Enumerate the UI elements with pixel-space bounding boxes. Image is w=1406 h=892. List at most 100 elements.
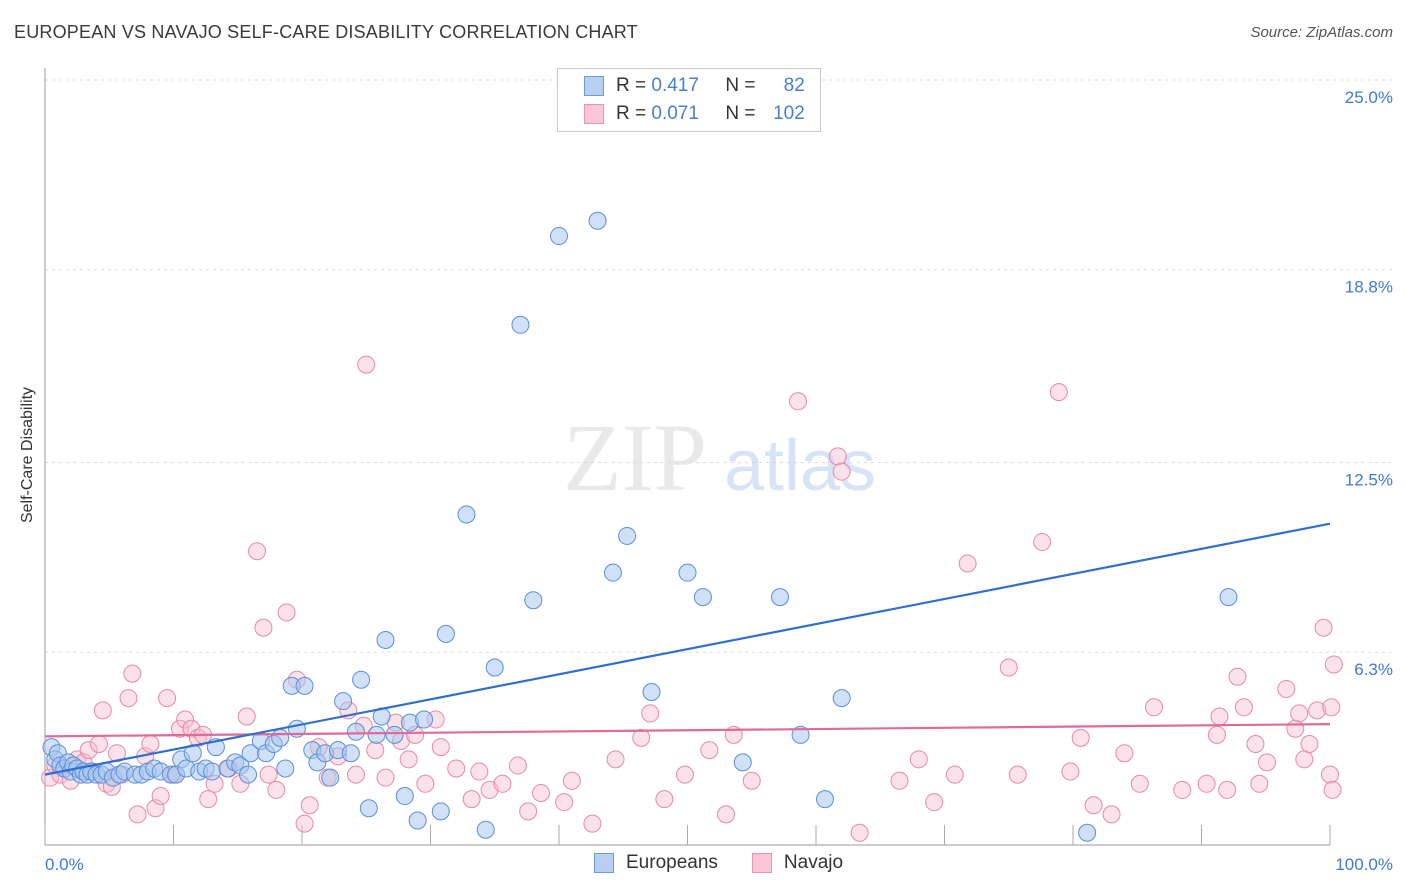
european-point: [618, 526, 637, 545]
series-legend: Europeans Navajo: [594, 852, 877, 874]
r-value: 0.417: [651, 75, 699, 96]
navajo-point: [470, 762, 489, 781]
navajo-point: [1207, 725, 1226, 744]
r-label: R =: [616, 103, 647, 124]
european-point: [341, 744, 360, 763]
x-tick-label-max: 100.0%: [1335, 855, 1393, 874]
navajo-point: [89, 735, 108, 754]
navajo-point: [555, 793, 574, 812]
european-point: [485, 658, 504, 677]
navajo-point: [416, 774, 435, 793]
legend-item-europeans: Europeans: [594, 852, 718, 874]
navajo-point: [583, 814, 602, 833]
navajo-trend-line: [44, 723, 1331, 738]
navajo-point: [828, 447, 847, 466]
european-point: [203, 762, 222, 781]
navajo-point: [945, 765, 964, 784]
trend-lines: [44, 522, 1331, 776]
navajo-point: [675, 765, 694, 784]
navajo-point: [357, 355, 376, 374]
european-point: [346, 722, 365, 741]
navajo-point: [1308, 701, 1327, 720]
navajo-point: [1286, 719, 1305, 738]
european-point: [693, 588, 712, 607]
navajo-point: [1071, 728, 1090, 747]
navajo-point: [1290, 704, 1309, 723]
european-point: [511, 315, 530, 334]
navajo-point: [182, 719, 201, 738]
navajo-point: [1115, 744, 1134, 763]
european-point: [603, 563, 622, 582]
r-value: 0.071: [651, 103, 699, 124]
legend-row-europeans: R = 0.417 N = 82: [584, 74, 805, 98]
navajo-point: [93, 701, 112, 720]
navajo-point: [128, 805, 147, 824]
navajo-point: [107, 744, 126, 763]
navajo-point: [1258, 753, 1277, 772]
navajo-point: [1321, 765, 1339, 784]
axes: [44, 68, 1331, 846]
navajo-point: [1144, 698, 1163, 717]
europeans-trend-line: [44, 522, 1331, 776]
europeans-swatch: [594, 853, 614, 873]
european-point: [385, 725, 404, 744]
watermark-zip: ZIP: [563, 404, 707, 511]
navajo-point: [958, 554, 977, 573]
chart-title: EUROPEAN VS NAVAJO SELF-CARE DISABILITY …: [14, 22, 638, 42]
navajo-point: [295, 814, 314, 833]
european-point: [295, 676, 314, 695]
navajo-point: [1197, 774, 1216, 793]
watermark-atlas: atlas: [724, 426, 876, 506]
n-label: N =: [725, 75, 756, 96]
navajo-point: [346, 765, 365, 784]
navajo-point: [237, 707, 256, 726]
navajo-point: [1246, 735, 1265, 754]
european-point: [832, 689, 851, 708]
navajo-point: [141, 735, 160, 754]
european-point: [524, 591, 543, 610]
european-point: [436, 624, 455, 643]
european-point: [321, 768, 340, 787]
y-axis-label: Self-Care Disability: [19, 386, 36, 524]
legend-item-navajo: Navajo: [751, 852, 843, 874]
navajo-point: [447, 759, 466, 778]
european-point: [550, 227, 568, 246]
stats-legend: R = 0.417 N = 82 R = 0.071 N = 102: [557, 68, 821, 132]
navajo-point: [532, 783, 551, 802]
navajo-point: [1324, 655, 1343, 674]
european-point: [642, 683, 661, 701]
navajo-point: [431, 738, 450, 757]
navajo-point: [1228, 667, 1247, 686]
navajo-point: [890, 771, 909, 790]
navajo-point: [79, 741, 98, 760]
navajo-point: [1008, 765, 1027, 784]
navajo-point: [655, 790, 674, 809]
navajo-point: [632, 728, 651, 747]
navajo-point: [1130, 774, 1149, 793]
navajo-point: [462, 790, 481, 809]
european-point: [408, 811, 427, 830]
navajo-point: [606, 750, 625, 769]
legend-row-navajo: R = 0.071 N = 102: [584, 102, 805, 126]
navajo-point: [1061, 762, 1080, 781]
legend-label-europeans: Europeans: [626, 852, 718, 873]
navajo-point: [176, 710, 195, 729]
european-point: [271, 728, 290, 747]
y-tick-label: 25.0%: [1345, 88, 1393, 107]
navajo-point: [1322, 698, 1341, 717]
navajo-point: [1102, 805, 1121, 824]
navajo-point: [259, 765, 278, 784]
navajo-point: [1218, 780, 1237, 799]
navajo-point: [909, 750, 928, 769]
navajo-point: [267, 780, 286, 799]
navajo-point: [1295, 750, 1314, 769]
navajo-point: [1234, 698, 1253, 717]
grid-lines: [45, 79, 1395, 653]
european-point: [1219, 588, 1238, 607]
navajo-point: [832, 462, 851, 481]
r-label: R =: [616, 75, 647, 96]
source-credit: Source: ZipAtlas.com: [1250, 24, 1393, 41]
european-point: [276, 759, 295, 778]
navajo-point: [1210, 707, 1229, 726]
y-tick-label: 6.3%: [1354, 660, 1393, 679]
